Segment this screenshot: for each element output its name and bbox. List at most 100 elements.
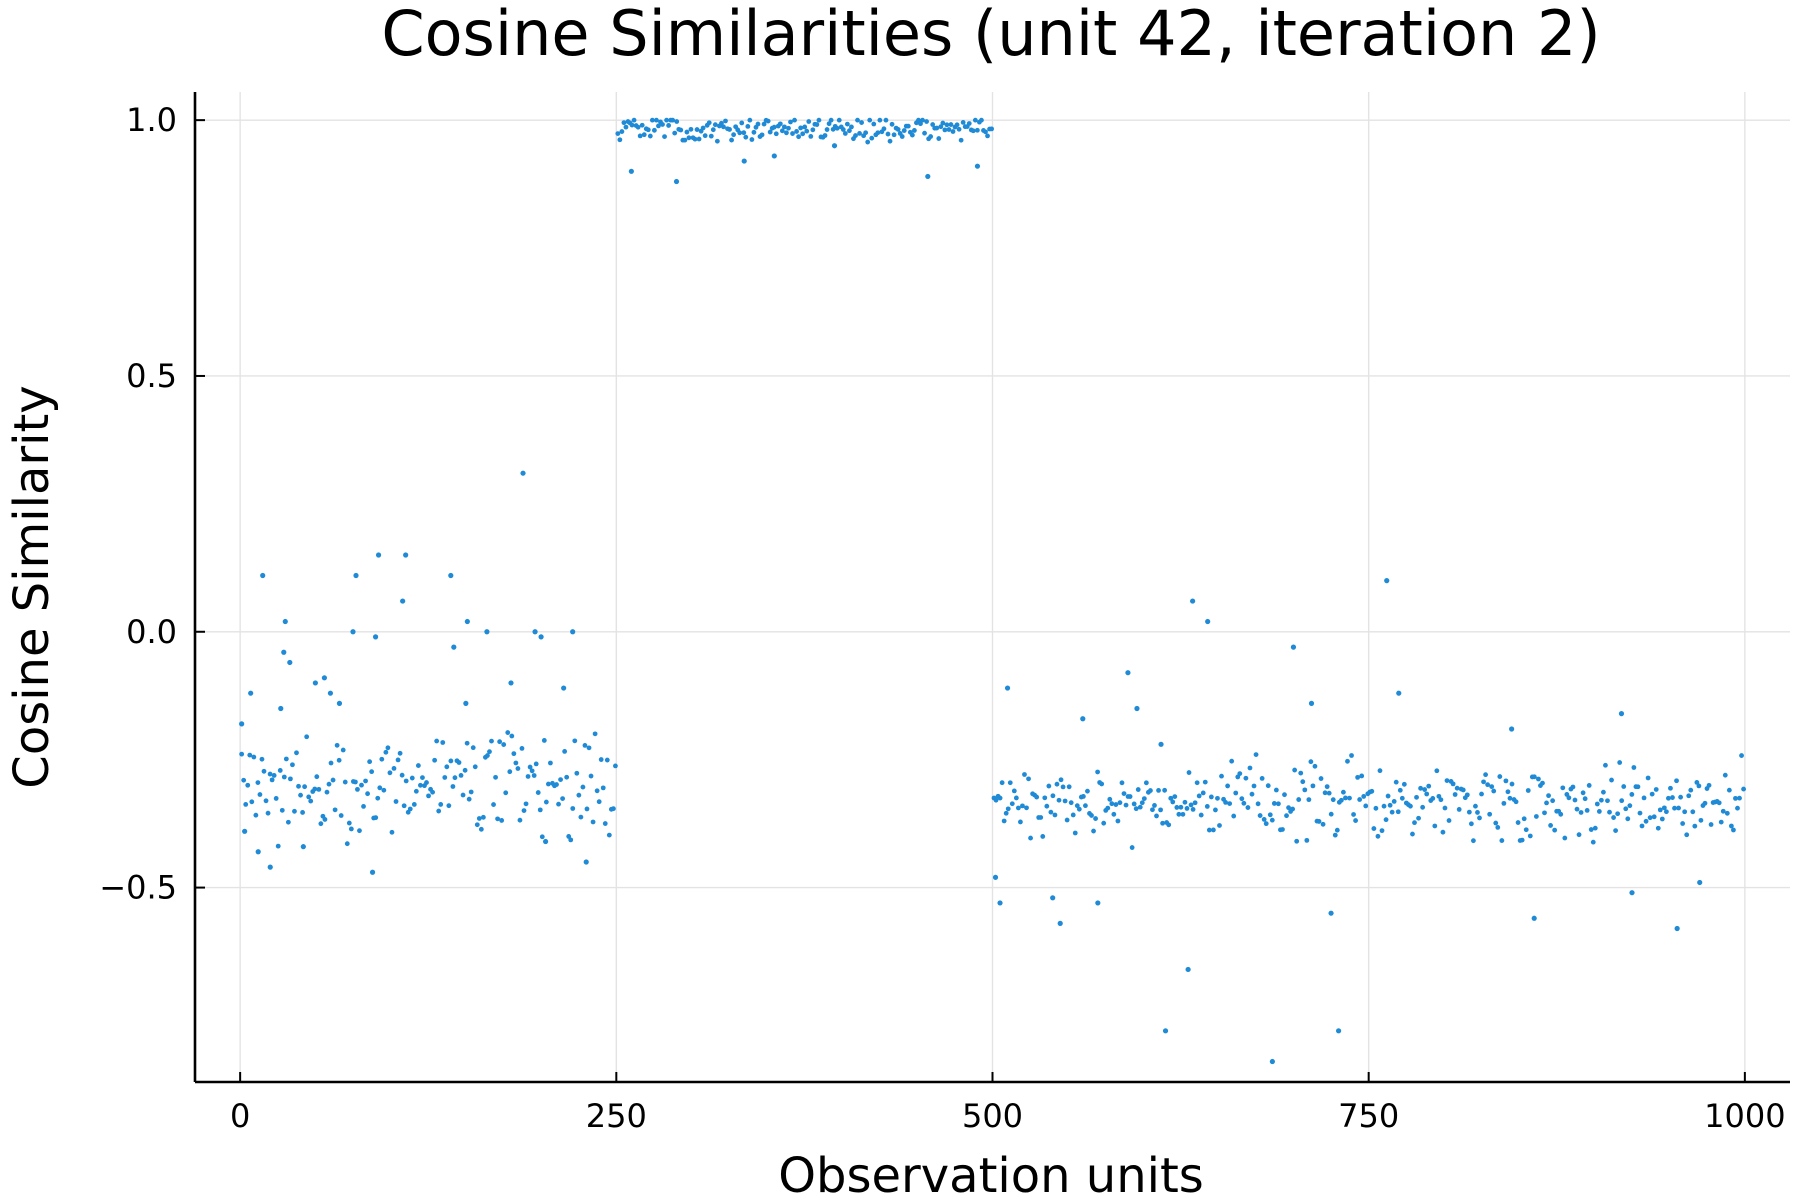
scatter-point: [1670, 795, 1675, 800]
scatter-point: [1412, 820, 1417, 826]
scatter-point: [1318, 776, 1324, 781]
scatter-point: [239, 751, 245, 757]
scatter-point: [444, 764, 450, 770]
scatter-point: [920, 117, 925, 123]
scatter-point: [470, 745, 476, 751]
scatter-point: [619, 129, 625, 134]
scatter-point: [1542, 810, 1547, 816]
scatter-point: [413, 788, 419, 794]
scatter-point: [1401, 781, 1407, 787]
x-tick-label: 750: [1338, 1097, 1399, 1135]
chart-title: Cosine Similarities (unit 42, iteration …: [381, 0, 1600, 70]
scatter-point: [316, 786, 322, 792]
scatter-point: [749, 137, 755, 142]
scatter-point: [1322, 790, 1328, 796]
scatter-point: [779, 128, 785, 134]
scatter-point: [895, 126, 901, 132]
scatter-point: [1267, 812, 1273, 818]
scatter-point: [1213, 807, 1218, 813]
scatter-point: [545, 781, 551, 787]
scatter-point: [1099, 781, 1105, 787]
scatter-point: [1566, 795, 1572, 801]
scatter-point: [531, 773, 537, 778]
scatter-point: [840, 127, 846, 132]
scatter-point: [1426, 783, 1432, 789]
scatter-point: [369, 769, 375, 775]
scatter-point: [1422, 787, 1428, 792]
scatter-point: [1694, 780, 1700, 785]
scatter-point: [1584, 807, 1590, 813]
scatter-point: [1655, 825, 1661, 831]
scatter-point: [1294, 838, 1300, 844]
scatter-point: [1371, 826, 1377, 831]
scatter-point: [1154, 813, 1159, 819]
scatter-point: [1395, 809, 1401, 815]
scatter-point: [1109, 801, 1115, 807]
scatter-point: [1558, 811, 1564, 817]
scatter-point: [1359, 773, 1365, 779]
scatter-point: [1672, 805, 1677, 811]
scatter-point: [928, 134, 934, 139]
scatter-point: [708, 133, 714, 139]
scatter-point: [1312, 763, 1318, 769]
scatter-point: [399, 772, 405, 778]
scatter-point: [507, 769, 513, 775]
scatter-point: [1497, 774, 1503, 779]
scatter-point: [594, 788, 600, 794]
scatter-point: [1349, 753, 1354, 758]
scatter-point: [324, 789, 330, 795]
scatter-point: [1377, 768, 1383, 774]
scatter-point: [972, 117, 978, 123]
scatter-point: [1464, 792, 1470, 798]
scatter-point: [535, 790, 541, 795]
scatter-point: [1580, 790, 1586, 796]
scatter-point: [810, 127, 816, 133]
scatter-point: [1229, 758, 1235, 764]
scatter-point: [1011, 788, 1017, 794]
scatter-point: [891, 132, 897, 138]
scatter-point: [578, 814, 584, 820]
scatter-point: [300, 810, 305, 815]
scatter-point: [1479, 791, 1484, 797]
scatter-point: [1418, 785, 1423, 791]
scatter-point: [1239, 796, 1245, 802]
scatter-point: [1706, 782, 1712, 788]
scatter-point: [1143, 780, 1149, 786]
scatter-point: [487, 749, 492, 755]
scatter-point: [361, 804, 366, 809]
scatter-point: [359, 782, 364, 788]
scatter-point: [664, 117, 669, 123]
scatter-point-outlier: [1384, 578, 1390, 584]
scatter-point: [960, 119, 966, 125]
scatter-point-outlier: [1618, 711, 1625, 717]
scatter-point: [938, 124, 944, 130]
scatter-point: [306, 794, 312, 800]
scatter-point: [1330, 797, 1336, 803]
scatter-point: [560, 796, 566, 801]
scatter-point: [842, 131, 848, 136]
scatter-point: [792, 117, 797, 123]
scatter-point: [1137, 804, 1143, 810]
scatter-point-outlier: [353, 572, 359, 579]
scatter-point-outlier: [321, 675, 328, 681]
scatter-point: [539, 834, 545, 840]
scatter-point: [918, 121, 923, 127]
scatter-point-outlier: [260, 572, 266, 579]
scatter-point: [924, 119, 929, 124]
scatter-point-outlier: [1328, 910, 1334, 916]
scatter-point: [1044, 803, 1050, 809]
scatter-point: [1525, 788, 1531, 793]
scatter-point: [1408, 803, 1413, 809]
scatter-point: [672, 130, 678, 136]
scatter-point: [1210, 827, 1216, 833]
scatter-point: [1668, 785, 1673, 791]
scatter-point: [426, 793, 431, 799]
scatter-point: [759, 132, 765, 138]
scatter-point: [745, 124, 751, 129]
scatter-point: [702, 133, 708, 139]
scatter-point: [580, 784, 586, 790]
scatter-point: [869, 135, 875, 141]
scatter-point: [328, 760, 334, 766]
scatter-point: [798, 125, 804, 131]
scatter-point: [292, 808, 297, 814]
